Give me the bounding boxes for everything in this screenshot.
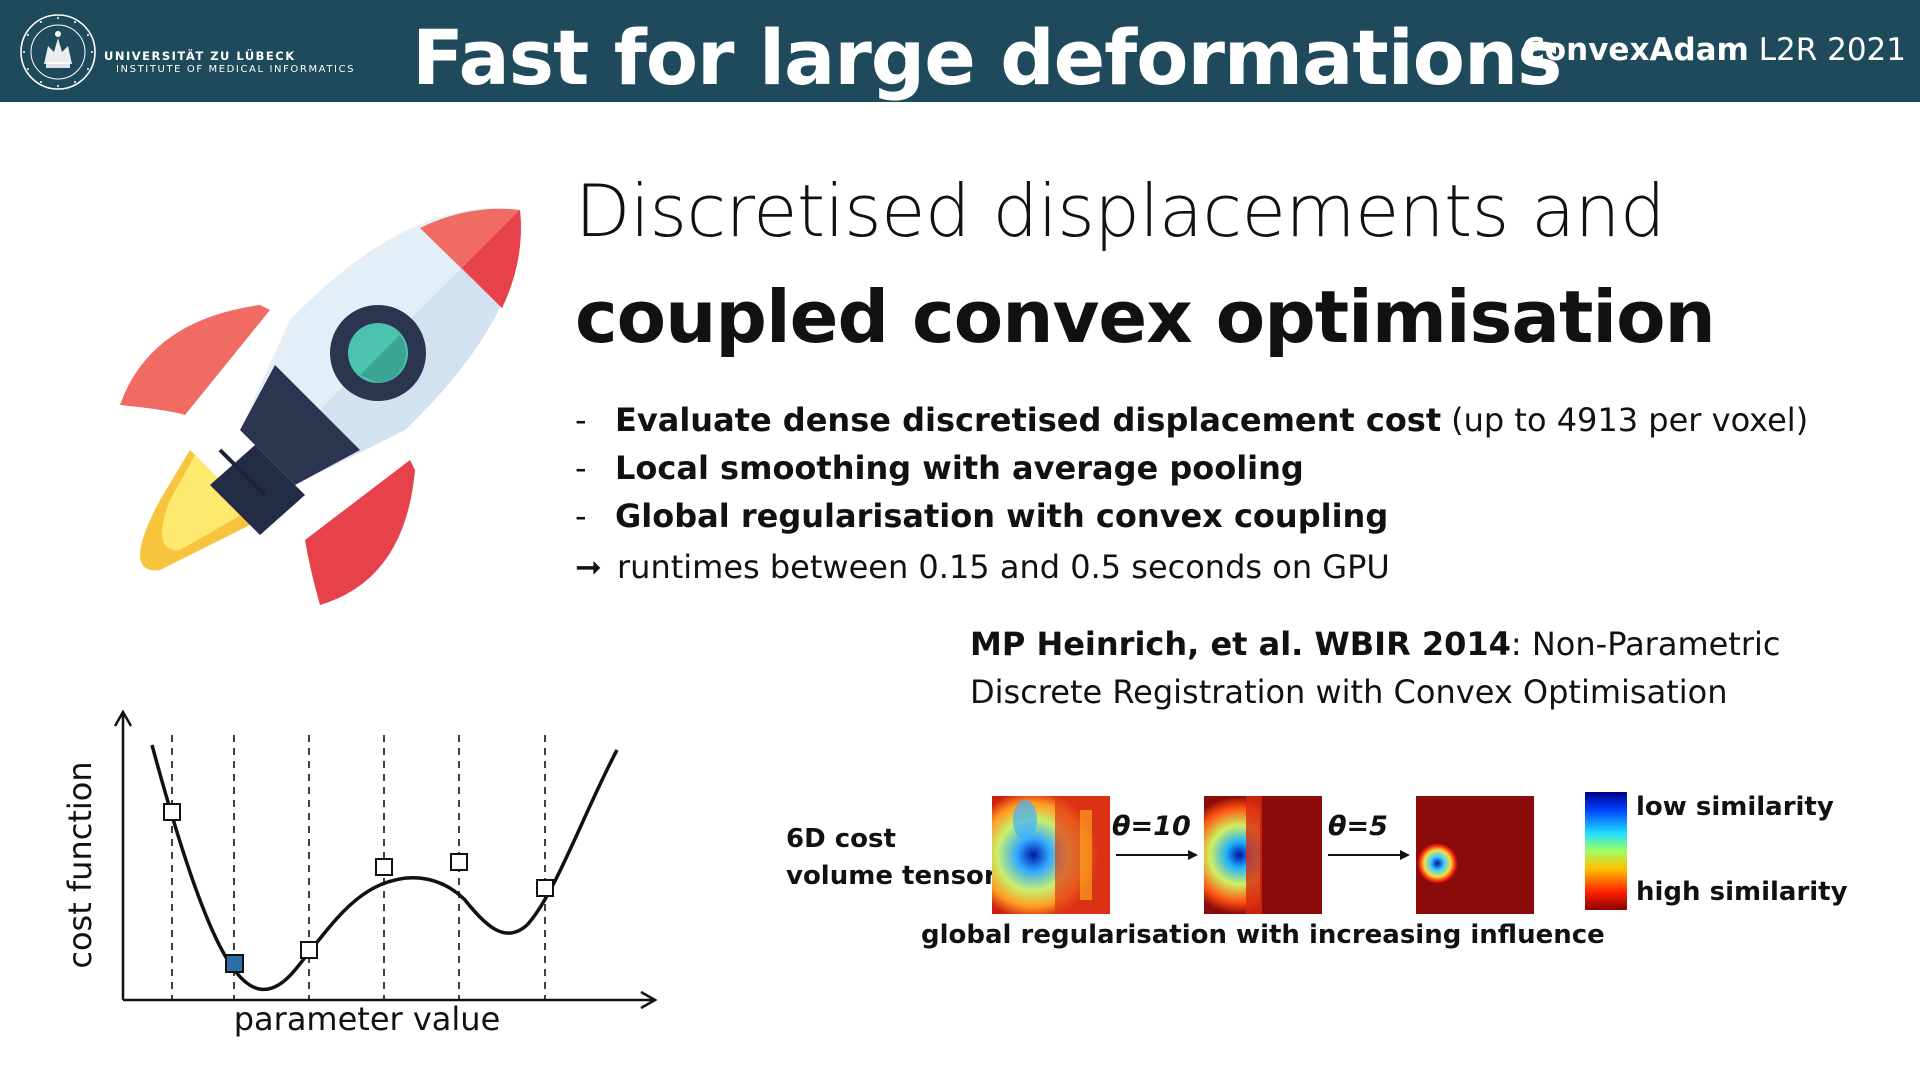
bullet-note: (up to 4913 per voxel)	[1451, 401, 1809, 439]
headline-line2: coupled convex optimisation	[575, 275, 1716, 359]
rocket-icon	[120, 208, 521, 605]
x-axis-arrowhead	[640, 990, 658, 1010]
x-axis-label: parameter value	[234, 1000, 501, 1038]
bullet-bold-text: Local smoothing with average pooling	[615, 449, 1304, 487]
reference: MP Heinrich, et al. WBIR 2014: Non-Param…	[970, 620, 1780, 716]
sample-marker	[163, 803, 181, 821]
sample-marker	[536, 879, 554, 897]
result-line: ➞ runtimes between 0.15 and 0.5 seconds …	[575, 543, 1808, 591]
sample-markers	[163, 803, 554, 959]
university-name-line2: INSTITUTE OF MEDICAL INFORMATICS	[116, 64, 356, 75]
regularisation-figure: 6D cost volume tensor θ=10 θ=5 global re…	[786, 792, 1848, 950]
figure-caption: global regularisation with increasing in…	[921, 920, 1605, 950]
cost-heatmap-input	[992, 796, 1110, 914]
y-axis-arrowhead	[113, 709, 133, 727]
cost-function-plot: parameter value cost function	[61, 709, 658, 1038]
cost-curve	[150, 744, 619, 991]
slide-title: Fast for large deformations	[412, 13, 1562, 102]
bullet-bold-text: Evaluate dense discretised displacement …	[615, 401, 1442, 439]
arrow-step1-head	[1188, 850, 1198, 860]
sample-marker	[375, 858, 393, 876]
reference-authors: MP Heinrich, et al. WBIR 2014	[970, 625, 1511, 663]
headline: Discretised displacements and coupled co…	[575, 158, 1716, 370]
brand-label: ConvexAdam L2R 2021	[1522, 30, 1906, 70]
bullet-dash: -	[575, 401, 587, 439]
arrow-step2-head	[1400, 850, 1410, 860]
sample-marker	[450, 853, 468, 871]
y-axis-label: cost function	[61, 761, 99, 968]
bullet-list: - Evaluate dense discretised displacemen…	[575, 396, 1808, 591]
bullet-dash: -	[575, 497, 587, 535]
cost-heatmap-theta5	[1416, 796, 1534, 914]
university-name: UNIVERSITÄT ZU LÜBECK INSTITUTE OF MEDIC…	[104, 50, 355, 76]
bullet-bold-text: Global regularisation with convex coupli…	[615, 497, 1389, 535]
bullet-item: - Global regularisation with convex coup…	[575, 492, 1808, 540]
right-arrow-icon: ➞	[575, 548, 602, 586]
reference-line2: Discrete Registration with Convex Optimi…	[970, 673, 1728, 711]
input-label-line2: volume tensor	[786, 861, 997, 891]
bullet-item: - Evaluate dense discretised displacemen…	[575, 396, 1808, 444]
header-bar: UNIVERSITÄT ZU LÜBECK INSTITUTE OF MEDIC…	[0, 0, 1920, 102]
brand-event: L2R 2021	[1758, 32, 1906, 68]
headline-line1: Discretised displacements and	[575, 169, 1666, 253]
colorbar-label-bottom: high similarity	[1636, 877, 1848, 907]
brand-name: ConvexAdam	[1522, 32, 1749, 68]
selected-sample-marker	[225, 954, 244, 973]
theta-label-1: θ=10	[1112, 811, 1191, 842]
bullet-item: - Local smoothing with average pooling	[575, 444, 1808, 492]
reference-title-start: : Non-Parametric	[1510, 625, 1781, 663]
sample-marker	[300, 941, 318, 959]
university-name-line1: UNIVERSITÄT ZU LÜBECK	[104, 49, 296, 63]
colorbar-label-top: low similarity	[1636, 792, 1834, 822]
cost-heatmap-theta10	[1204, 796, 1322, 914]
university-seal-icon	[20, 14, 96, 90]
theta-label-2: θ=5	[1328, 811, 1388, 842]
colorbar-overlay	[1585, 792, 1627, 910]
bullet-dash: -	[575, 449, 587, 487]
result-text: runtimes between 0.15 and 0.5 seconds on…	[617, 548, 1390, 586]
reference-line1: MP Heinrich, et al. WBIR 2014: Non-Param…	[970, 620, 1780, 668]
input-label-line1: 6D cost	[786, 824, 896, 854]
